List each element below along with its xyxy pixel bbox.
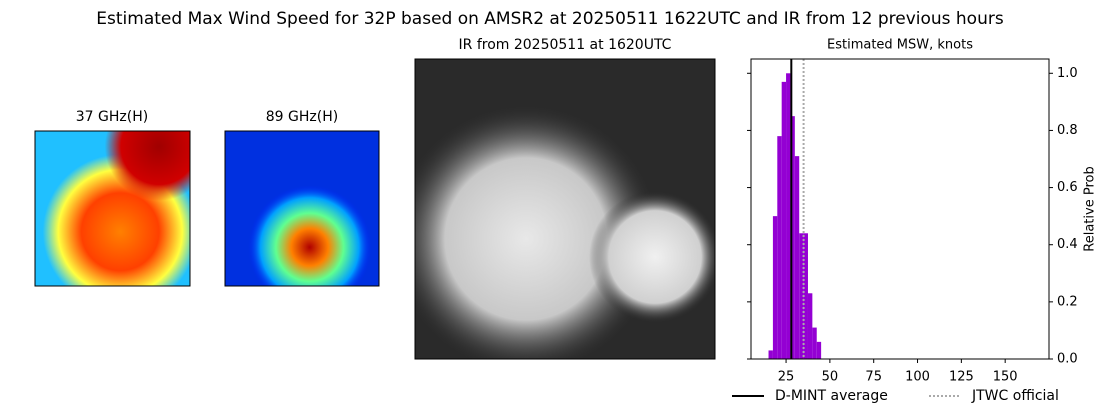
chart-title: Estimated MSW, knots (827, 38, 973, 53)
bar (812, 327, 817, 359)
y-tick-label: 0.2 (1057, 294, 1078, 309)
panel-title: IR from 20250511 at 1620UTC (459, 37, 672, 53)
bar (799, 233, 804, 359)
y-tick-label: 0.8 (1057, 123, 1078, 138)
bar (768, 350, 773, 359)
plot-frame (750, 58, 1050, 360)
legend-label: D-MINT average (775, 388, 888, 404)
y-tick-label: 0.4 (1057, 237, 1078, 252)
bar (807, 293, 813, 359)
image-37ghz (34, 130, 191, 287)
figure-title: Estimated Max Wind Speed for 32P based o… (96, 9, 1004, 29)
bar (794, 156, 800, 359)
x-tick-label: 100 (905, 370, 930, 385)
x-tick-label: 25 (778, 370, 795, 385)
image-89ghz (224, 130, 380, 287)
histogram: Estimated MSW, knots Relative Prob (827, 38, 1097, 252)
y-tick-label: 1.0 (1057, 66, 1078, 81)
bar (777, 136, 782, 359)
bar (772, 216, 778, 359)
x-tick-label: 150 (993, 370, 1018, 385)
y-tick-label: 0.6 (1057, 180, 1078, 195)
x-tick-label: 75 (865, 370, 882, 385)
bar (781, 81, 787, 359)
bar (803, 233, 808, 359)
panel-title: 89 GHz(H) (266, 109, 338, 125)
x-tick-label: 50 (822, 370, 839, 385)
x-tick-label: 125 (949, 370, 974, 385)
y-axis-label: Relative Prob (1083, 166, 1098, 251)
bar (786, 73, 791, 360)
image-ir (414, 58, 716, 360)
panel-title: 37 GHz(H) (76, 109, 148, 125)
y-tick-label: 0.0 (1057, 352, 1078, 367)
bar (790, 116, 795, 360)
bar (816, 341, 822, 359)
legend-label: JTWC official (971, 388, 1059, 404)
